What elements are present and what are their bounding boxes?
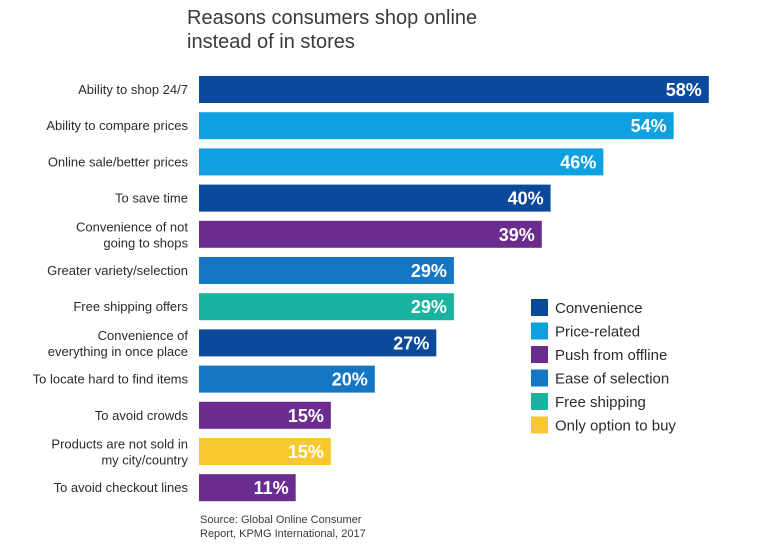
bar-10 xyxy=(199,401,331,429)
legend-label-price: Price-related xyxy=(555,324,640,341)
bar-11 xyxy=(199,438,331,465)
category-label-1: Ability to shop 24/7 xyxy=(78,82,188,97)
bar-2 xyxy=(199,112,674,140)
category-label-5-line-2: going to shops xyxy=(103,235,188,250)
legend-label-convenience: Convenience xyxy=(555,300,643,317)
bar-7 xyxy=(199,293,454,321)
bar-1 xyxy=(199,76,709,103)
value-label-6: 29% xyxy=(411,261,447,281)
chart-title-line-2: instead of in stores xyxy=(187,31,355,53)
category-label-3: Online sale/better prices xyxy=(48,154,189,169)
category-label-11-line-1: Products are not sold in xyxy=(51,437,188,452)
chart-title-line-1: Reasons consumers shop online xyxy=(187,7,477,29)
category-label-10: To avoid crowds xyxy=(95,408,189,423)
legend-label-shipping: Free shipping xyxy=(555,394,646,411)
value-label-11: 15% xyxy=(288,442,324,462)
category-label-8-line-2: everything in once place xyxy=(48,344,188,359)
bar-3 xyxy=(199,148,604,176)
bar-6 xyxy=(199,257,454,284)
legend-swatch-price xyxy=(531,322,548,340)
legend-swatch-shipping xyxy=(531,393,548,410)
bar-4 xyxy=(199,184,551,212)
value-label-5: 39% xyxy=(499,225,535,245)
category-label-5-line-1: Convenience of not xyxy=(76,219,188,234)
legend-swatch-selection xyxy=(531,369,548,387)
bar-8 xyxy=(199,329,437,357)
bar-9 xyxy=(199,365,375,393)
source-line-2: Report, KPMG International, 2017 xyxy=(200,528,366,540)
value-label-9: 20% xyxy=(332,370,368,390)
value-labels: 58% 54% 46% 40% 39% 29% 29% 27% 20% 15% 15% 11% xyxy=(254,80,702,498)
legend-swatch-convenience xyxy=(531,299,548,316)
legend-swatch-only xyxy=(531,416,548,434)
category-label-4: To save time xyxy=(115,191,188,206)
category-label-7: Free shipping offers xyxy=(73,299,188,314)
category-label-12: To avoid checkout lines xyxy=(54,480,189,495)
value-label-2: 54% xyxy=(631,116,667,136)
category-label-8-line-1: Convenience of xyxy=(98,328,189,343)
category-labels: Ability to shop 24/7 Ability to compare p… xyxy=(33,82,189,495)
category-label-9: To locate hard to find items xyxy=(33,372,189,387)
source-line-1: Source: Global Online Consumer xyxy=(200,514,362,526)
value-label-3: 46% xyxy=(560,152,596,172)
bars xyxy=(199,76,709,502)
legend-label-push: Push from offline xyxy=(555,347,667,364)
legend-swatch-push xyxy=(531,346,548,363)
value-label-10: 15% xyxy=(288,406,324,426)
bar-12 xyxy=(199,474,296,502)
category-label-2: Ability to compare prices xyxy=(46,118,188,133)
chart-title: Reasons consumers shop online instead of… xyxy=(187,7,477,53)
value-label-8: 27% xyxy=(393,333,429,353)
legend-label-selection: Ease of selection xyxy=(555,371,669,388)
legend: Convenience Price-related Push from offlin… xyxy=(531,299,676,435)
category-label-11-line-2: my city/country xyxy=(101,453,188,468)
bar-5 xyxy=(199,220,542,248)
source-note: Source: Global Online Consumer Report, K… xyxy=(200,514,366,540)
value-label-7: 29% xyxy=(411,297,447,317)
legend-label-only: Only option to buy xyxy=(555,418,676,435)
category-label-6: Greater variety/selection xyxy=(47,263,188,278)
value-label-12: 11% xyxy=(254,478,289,498)
value-label-1: 58% xyxy=(666,80,702,100)
value-label-4: 40% xyxy=(508,189,544,209)
